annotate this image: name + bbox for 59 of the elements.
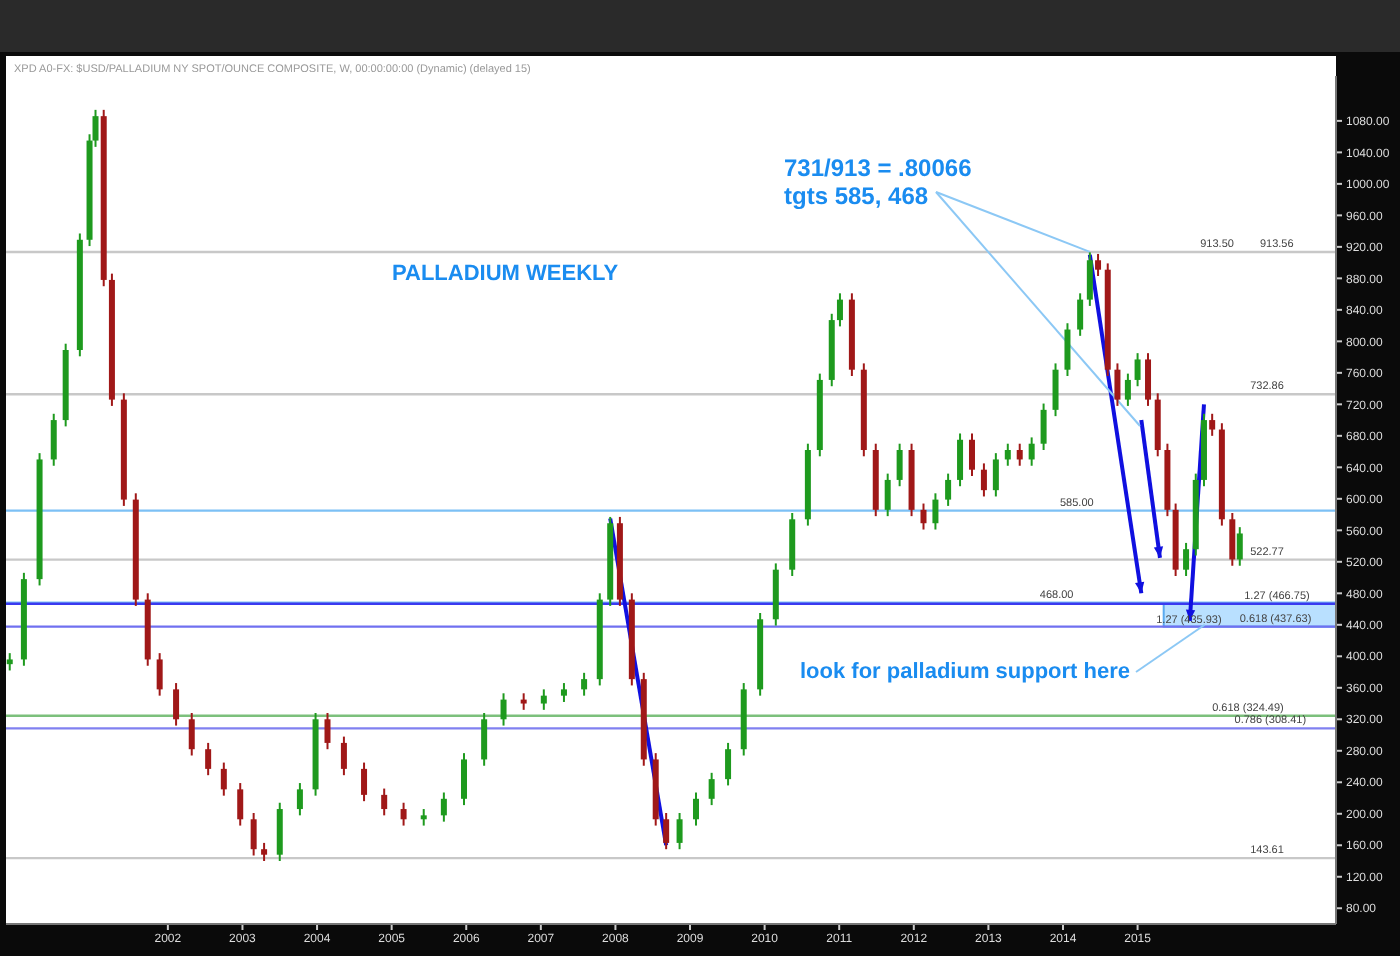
candlestick bbox=[340, 735, 347, 777]
candlestick bbox=[884, 472, 891, 518]
candlestick bbox=[250, 811, 257, 857]
candlestick bbox=[920, 502, 927, 531]
candlestick bbox=[361, 761, 368, 803]
candlestick bbox=[992, 452, 999, 498]
candlestick bbox=[381, 787, 388, 817]
candlestick bbox=[725, 741, 732, 787]
candlestick bbox=[481, 711, 488, 767]
candlestick bbox=[1004, 442, 1011, 467]
candlestick bbox=[261, 841, 268, 863]
candlestick bbox=[980, 462, 987, 498]
candlestick bbox=[440, 791, 447, 823]
candlestick bbox=[945, 472, 952, 507]
candlestick bbox=[663, 811, 670, 851]
candlestick bbox=[296, 782, 303, 817]
candlestick bbox=[560, 682, 567, 703]
candlestick bbox=[276, 801, 283, 863]
candlestick bbox=[692, 791, 699, 827]
candlestick bbox=[1052, 362, 1059, 418]
candlestick bbox=[1183, 541, 1190, 577]
annotation: tgts 585, 468 bbox=[784, 182, 929, 210]
candlestick bbox=[708, 771, 715, 807]
candlestick bbox=[237, 782, 244, 827]
candlestick bbox=[205, 741, 212, 777]
candlestick bbox=[1229, 511, 1236, 567]
candlestick bbox=[1016, 442, 1023, 467]
candlestick bbox=[1145, 352, 1152, 407]
candlestick bbox=[581, 671, 588, 697]
candlestick bbox=[1028, 436, 1035, 467]
candlestick bbox=[400, 801, 407, 827]
candlestick bbox=[1086, 251, 1093, 307]
candlestick bbox=[173, 682, 180, 727]
candlestick bbox=[1040, 402, 1047, 451]
candlestick bbox=[1077, 292, 1084, 337]
candlestick bbox=[896, 442, 903, 488]
candlestick bbox=[676, 811, 683, 851]
annotation: 731/913 = .80066 bbox=[784, 154, 973, 182]
candlestick bbox=[500, 692, 507, 727]
candlestick bbox=[957, 432, 964, 488]
candlestick bbox=[968, 432, 975, 477]
candlestick bbox=[1124, 372, 1131, 407]
candlestick bbox=[1236, 526, 1243, 567]
candlestick bbox=[1064, 322, 1071, 377]
candlestick bbox=[188, 711, 195, 757]
candlestick bbox=[932, 492, 939, 531]
annotation: look for palladium support here bbox=[800, 660, 1131, 684]
candlestick bbox=[836, 292, 843, 328]
candlestick bbox=[156, 652, 163, 697]
candlestick bbox=[1209, 412, 1216, 437]
text: PALLADIUM WEEKLY bbox=[392, 262, 620, 286]
candlestick bbox=[1095, 252, 1102, 277]
candlestick bbox=[324, 711, 331, 751]
candlestick bbox=[220, 761, 227, 797]
candlestick bbox=[1134, 352, 1141, 388]
candlestick bbox=[1114, 362, 1121, 407]
candlestick bbox=[461, 752, 467, 807]
candlestick bbox=[540, 688, 547, 711]
candlestick bbox=[50, 412, 57, 467]
